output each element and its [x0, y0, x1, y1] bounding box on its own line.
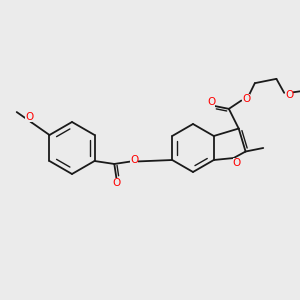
Text: O: O — [232, 158, 241, 168]
Text: O: O — [242, 94, 250, 103]
Text: O: O — [25, 112, 34, 122]
Text: O: O — [207, 97, 215, 107]
Text: O: O — [112, 178, 121, 188]
Text: O: O — [130, 154, 138, 165]
Text: O: O — [285, 90, 293, 100]
